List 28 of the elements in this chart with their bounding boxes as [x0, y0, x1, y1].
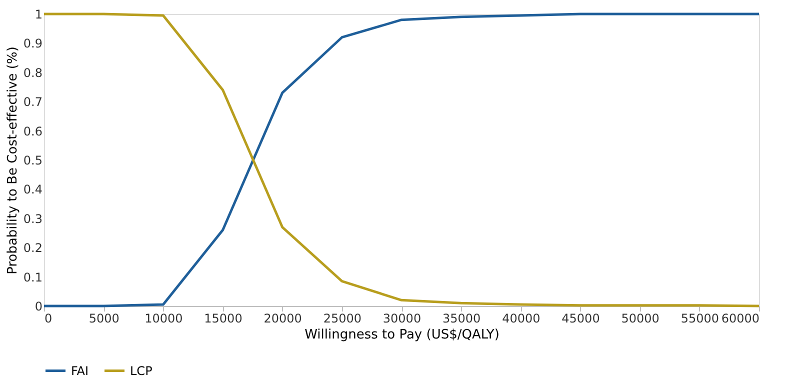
- x-tick-label: 0: [44, 312, 52, 326]
- x-tick-label: 20000: [264, 312, 302, 326]
- x-tick-label: 25000: [323, 312, 362, 326]
- y-tick-label: 0.3: [23, 212, 42, 226]
- y-tick-label: 0.9: [23, 36, 42, 51]
- legend-label: FAI: [71, 364, 89, 378]
- x-tick-label: 35000: [442, 312, 481, 326]
- x-axis-title: Willingness to Pay (US$/QALY): [304, 328, 500, 342]
- y-tick-label: 1: [34, 8, 42, 22]
- x-tick-label: 15000: [204, 312, 242, 326]
- x-tick-label: 10000: [144, 312, 183, 326]
- x-tick-label: 60000: [721, 312, 760, 326]
- x-tick-label: 40000: [502, 312, 540, 326]
- x-tick-label: 50000: [621, 312, 660, 326]
- y-tick-label: 0.8: [23, 66, 42, 80]
- legend-label: LCP: [130, 364, 152, 378]
- x-tick-label: 30000: [382, 312, 422, 326]
- y-tick-label: 0.4: [23, 182, 42, 197]
- x-tick-label: 45000: [562, 312, 600, 326]
- y-tick-label: 0.6: [23, 124, 42, 138]
- y-axis-title: Probability to Be Cost-effective (%): [5, 46, 20, 274]
- y-tick-label: 0.7: [23, 95, 42, 110]
- y-tick-label: 0.1: [23, 270, 42, 284]
- y-tick-label: 0.2: [23, 241, 42, 256]
- y-tick-label: 0.5: [23, 154, 42, 168]
- x-tick-label: 5000: [88, 312, 120, 326]
- x-tick-label: 55000: [680, 312, 720, 326]
- y-tick-label: 0: [34, 300, 42, 314]
